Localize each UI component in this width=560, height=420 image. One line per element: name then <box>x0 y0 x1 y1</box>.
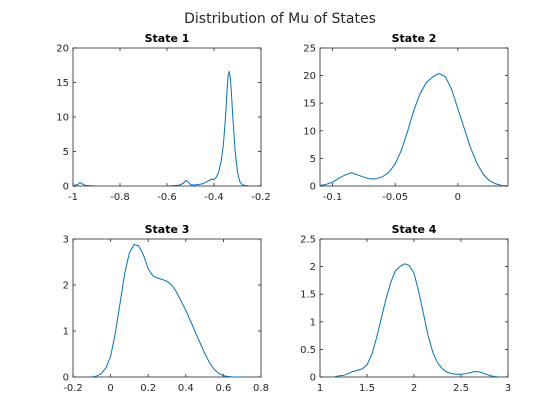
y-tick-label: 0 <box>63 182 69 193</box>
x-tick-label: 0.8 <box>253 383 269 394</box>
subplot-title: State 2 <box>392 32 437 45</box>
y-tick-label: 0 <box>310 182 316 193</box>
y-tick-label: 1.5 <box>300 290 316 301</box>
density-curve-state-1 <box>74 70 252 186</box>
density-curve-state-2 <box>320 72 508 186</box>
x-tick-label: -0.2 <box>63 383 83 394</box>
x-tick-label: 0.4 <box>178 383 194 394</box>
x-tick-label: 0.2 <box>140 383 156 394</box>
y-tick-label: 25 <box>303 44 316 55</box>
y-tick-label: 20 <box>56 44 69 55</box>
axes-frame <box>319 238 509 378</box>
subplot-state-2: State 2 -0.1 -0.05 0 0 5 10 15 20 25 <box>303 32 509 203</box>
y-tick-label: 10 <box>303 126 316 137</box>
subplot-state-1: State 1 -1 -0.8 -0.6 -0.4 -0.2 0 5 10 15 20 <box>56 32 270 203</box>
subplot-title: State 3 <box>145 223 190 236</box>
x-tick-label: 2 <box>411 383 417 394</box>
y-tick-label: 2.5 <box>300 235 316 246</box>
y-tick-label: 3 <box>63 235 69 246</box>
density-curve-state-3 <box>91 244 243 377</box>
x-tick-label: -1 <box>68 192 78 203</box>
x-tick-label: -0.1 <box>323 192 343 203</box>
density-curve-state-4 <box>333 263 499 377</box>
y-tick-label: 2 <box>310 262 316 273</box>
y-tick-label: 0 <box>63 373 69 384</box>
x-tick-label: 0 <box>107 383 113 394</box>
axes-frame <box>72 47 262 187</box>
x-tick-label: 3 <box>505 383 511 394</box>
y-tick-label: 10 <box>56 113 69 124</box>
subplot-title: State 1 <box>145 32 190 45</box>
x-tick-label: -0.4 <box>204 192 224 203</box>
y-tick-label: 15 <box>56 78 69 89</box>
y-tick-label: 0.5 <box>300 345 316 356</box>
x-tick-label: -0.6 <box>157 192 177 203</box>
y-tick-label: 1 <box>63 327 69 338</box>
y-tick-label: 5 <box>310 154 316 165</box>
y-tick-label: 15 <box>303 99 316 110</box>
subplot-title: State 4 <box>392 223 437 236</box>
axes-frame <box>72 238 262 378</box>
x-tick-label: -0.05 <box>382 192 408 203</box>
x-tick-label: 1.5 <box>359 383 375 394</box>
x-tick-label: 0 <box>455 192 461 203</box>
y-tick-label: 2 <box>63 281 69 292</box>
axes-frame <box>319 47 509 187</box>
figure-title: Distribution of Mu of States <box>184 11 376 27</box>
x-tick-label: 1 <box>317 383 323 394</box>
x-tick-label: -0.2 <box>251 192 271 203</box>
y-tick-label: 0 <box>310 373 316 384</box>
x-tick-label: -0.8 <box>110 192 130 203</box>
y-tick-label: 20 <box>303 71 316 82</box>
x-tick-label: 2.5 <box>453 383 469 394</box>
y-tick-label: 5 <box>63 147 69 158</box>
y-tick-label: 1 <box>310 317 316 328</box>
subplot-state-4: State 4 1 1.5 2 2.5 3 0 0.5 1 1.5 2 2.5 <box>300 223 511 394</box>
x-tick-label: 0.6 <box>215 383 231 394</box>
